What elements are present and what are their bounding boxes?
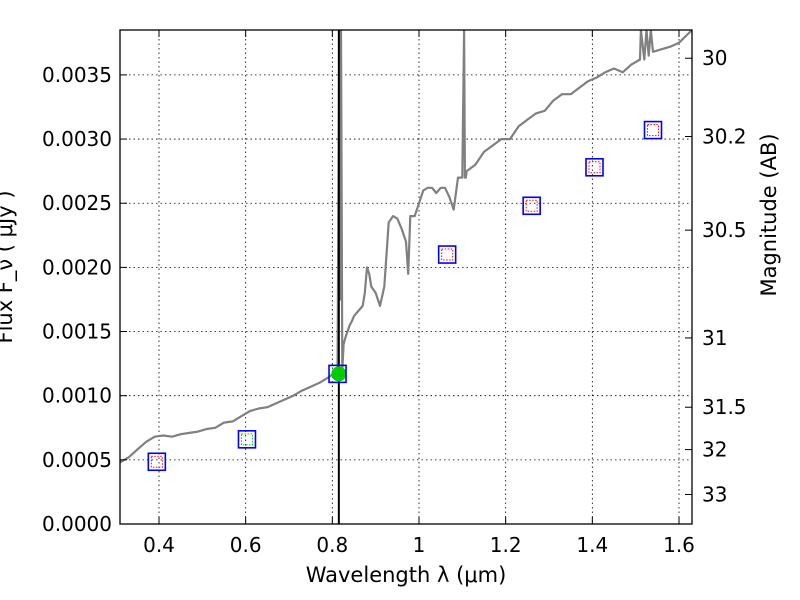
markers (147, 120, 663, 472)
right-tick-label: 32 (702, 438, 727, 462)
x-tick-label: 1.6 (663, 533, 695, 557)
y-axis-ticks: 0.0000 0.0005 0.0010 0.0015 0.0020 0.0025 0.00… (42, 63, 127, 536)
y-tick-label: 0.0025 (42, 191, 112, 215)
x-tick-label: 1.4 (576, 533, 608, 557)
right-axis-ticks: 30 30.2 30.5 31 31.5 32 33 (685, 46, 747, 506)
right-tick-label: 30 (702, 46, 727, 70)
detection-square (240, 433, 253, 446)
x-tick-label: 0.4 (143, 533, 175, 557)
y-axis-label: Flux F_ν ( μJy ) (0, 190, 18, 343)
model-square (643, 120, 663, 140)
upper-limit-square (150, 455, 163, 468)
model-square (328, 364, 347, 384)
y-tick-label: 0.0015 (42, 320, 112, 344)
y-tick-label: 0.0005 (42, 448, 112, 472)
y-tick-label: 0.0035 (42, 63, 112, 87)
y-tick-label: 0.0020 (42, 255, 112, 279)
y-tick-label: 0.0010 (42, 384, 112, 408)
upper-limit-square (647, 124, 659, 137)
model-square (522, 196, 541, 216)
x-tick-label: 0.6 (230, 533, 262, 557)
x-tick-label: 0.8 (316, 533, 348, 557)
right-axis-label: Magnitude (AB) (757, 133, 781, 296)
plot-frame (119, 29, 693, 525)
spectrum-line (120, 30, 692, 464)
upper-limit-square (441, 248, 454, 261)
x-tick-label: 1.2 (490, 533, 522, 557)
y-tick-label: 0.0000 (42, 512, 112, 536)
grid-lines (120, 30, 692, 525)
y-tick-label: 0.0030 (42, 127, 112, 151)
x-tick-label: 1 (413, 533, 426, 557)
right-tick-label: 30.2 (702, 124, 747, 148)
right-tick-label: 33 (702, 482, 727, 506)
right-tick-label: 31 (702, 326, 727, 350)
upper-limit-square (588, 161, 601, 174)
plot-area (120, 30, 692, 524)
model-square (237, 430, 257, 449)
model-square (437, 245, 457, 264)
x-axis-ticks: 0.4 0.6 0.8 1 1.2 1.4 1.6 (143, 30, 695, 557)
x-axis-label: Wavelength λ (μm) (306, 563, 507, 587)
right-tick-label: 31.5 (702, 395, 747, 419)
observed-point (331, 366, 347, 382)
model-square (585, 157, 604, 177)
right-tick-label: 30.5 (702, 218, 747, 242)
model-square (147, 452, 167, 472)
upper-limit-square (525, 199, 538, 212)
